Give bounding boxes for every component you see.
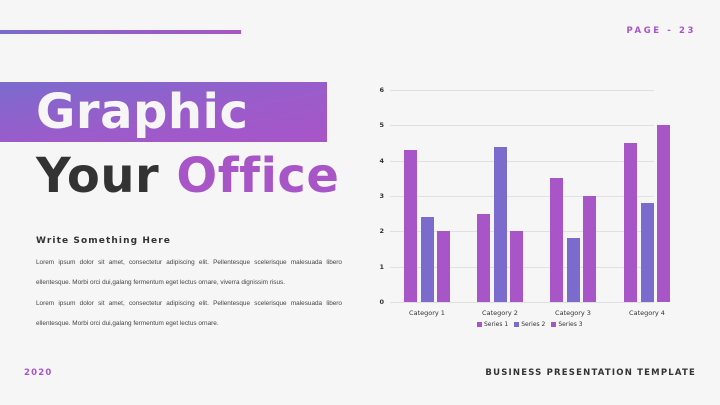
x-axis-category-label: Category 4 (629, 309, 665, 317)
footer-year: 2020 (24, 368, 53, 378)
x-axis-category-label: Category 2 (482, 309, 518, 317)
bar-chart: 0 1 2 3 4 5 6 Category 1 Category 2 Category 3 Cat… (370, 80, 690, 340)
title-highlight-band (0, 82, 327, 142)
bar-1-series-3 (437, 231, 450, 302)
x-axis-category-label: Category 1 (409, 309, 445, 317)
y-axis-tick-label: 2 (379, 227, 384, 236)
legend-swatch-icon (514, 322, 520, 327)
chart-legend: Series 1 Series 2 Series 3 (477, 321, 583, 328)
gridline (390, 196, 654, 197)
legend-label: Series 2 (521, 321, 546, 328)
footer-title: BUSINESS PRESENTATION TEMPLATE (485, 368, 696, 378)
y-axis-tick-label: 6 (379, 86, 384, 94)
bar-3-series-2 (566, 238, 580, 302)
top-accent-line (0, 30, 241, 34)
bar-1-series-2 (420, 217, 434, 302)
bar-4-series-2 (640, 203, 654, 302)
bar-1-series-1 (404, 150, 417, 302)
y-axis-tick-label: 1 (379, 262, 384, 271)
page-number: PAGE - 23 (626, 26, 696, 36)
y-axis-tick-label: 3 (379, 192, 384, 200)
bar-2-series-2 (493, 146, 507, 302)
bar-4-series-1 (624, 143, 637, 302)
title-line-2-prefix: Your (36, 148, 177, 204)
legend-label: Series 1 (484, 321, 509, 328)
bar-3-series-1 (550, 178, 563, 302)
gridline (390, 160, 654, 162)
gridline (390, 302, 654, 303)
bar-2-series-1 (477, 213, 490, 302)
legend-item: Series 2 (514, 321, 545, 328)
paragraph-1: Lorem ipsum dolor sit amet, consectetur … (36, 259, 342, 286)
legend-swatch-icon (477, 322, 482, 327)
title-line-2-accent: Office (176, 148, 340, 204)
title-line-1: Graphic (36, 84, 249, 140)
title-line-2: Your Office (36, 146, 339, 206)
gridline (390, 125, 654, 127)
legend-item: Series 1 (477, 321, 508, 328)
y-axis-tick-label: 5 (379, 121, 384, 130)
bar-2-series-3 (510, 231, 523, 302)
y-axis-tick-label: 0 (379, 298, 384, 306)
legend-label: Series 3 (558, 321, 583, 328)
legend-item: Series 3 (551, 321, 583, 328)
gridline (390, 90, 654, 91)
x-axis-category-label: Category 3 (555, 309, 591, 317)
legend-swatch-icon (551, 322, 557, 327)
bar-3-series-3 (583, 196, 596, 302)
y-axis-tick-label: 4 (379, 156, 384, 165)
bar-4-series-3 (657, 125, 670, 302)
subheading: Write Something Here (36, 236, 171, 246)
paragraph-2: Lorem ipsum dolor sit amet, consectetur … (36, 300, 342, 327)
